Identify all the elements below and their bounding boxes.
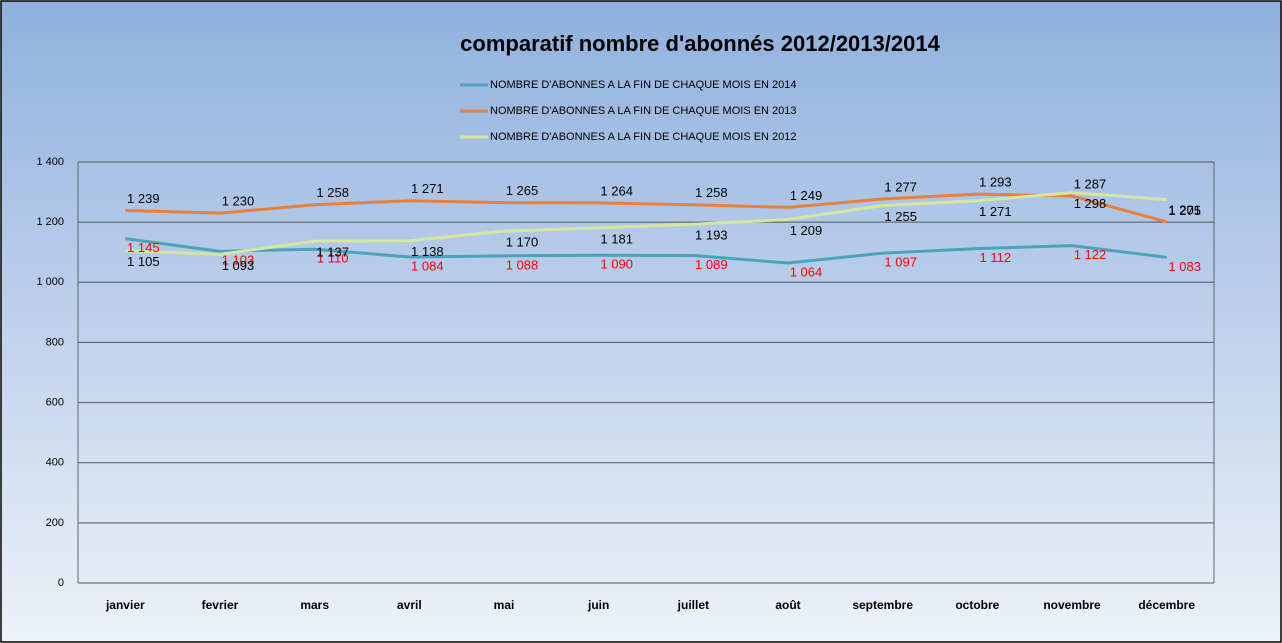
y-tick-label: 800 bbox=[46, 336, 64, 348]
x-tick-label: fevrier bbox=[202, 598, 239, 612]
data-label: 1 084 bbox=[411, 258, 444, 273]
legend-label: NOMBRE D'ABONNES A LA FIN DE CHAQUE MOIS… bbox=[490, 79, 797, 91]
data-label: 1 093 bbox=[222, 258, 255, 273]
data-label: 1 110 bbox=[317, 251, 349, 266]
data-label: 1 255 bbox=[884, 209, 917, 224]
data-label: 1 089 bbox=[695, 257, 728, 272]
data-label: 1 275 bbox=[1168, 203, 1201, 218]
y-tick-label: 1 400 bbox=[36, 156, 64, 168]
data-label: 1 258 bbox=[316, 185, 349, 200]
series-line bbox=[125, 192, 1168, 224]
data-label: 1 264 bbox=[600, 183, 633, 198]
legend-label: NOMBRE D'ABONNES A LA FIN DE CHAQUE MOIS… bbox=[490, 131, 797, 143]
y-tick-label: 200 bbox=[46, 517, 64, 529]
series-line bbox=[125, 191, 1167, 256]
data-label: 1 112 bbox=[980, 250, 1012, 265]
y-tick-label: 400 bbox=[46, 457, 64, 469]
data-label: 1 293 bbox=[979, 175, 1012, 190]
data-label: 1 249 bbox=[790, 188, 823, 203]
data-label: 1 271 bbox=[979, 204, 1012, 219]
data-label: 1 271 bbox=[411, 181, 444, 196]
x-tick-label: décembre bbox=[1138, 598, 1195, 612]
x-tick-label: mars bbox=[300, 598, 329, 612]
series-line bbox=[125, 237, 1167, 265]
data-label: 1 105 bbox=[127, 254, 160, 269]
x-tick-label: juin bbox=[587, 598, 609, 612]
data-label: 1 230 bbox=[222, 194, 255, 209]
data-label: 1 137 bbox=[316, 245, 349, 260]
x-tick-label: juillet bbox=[677, 598, 709, 612]
x-tick-label: septembre bbox=[852, 598, 913, 612]
data-label: 1 088 bbox=[506, 257, 539, 272]
x-tick-label: mai bbox=[494, 598, 515, 612]
data-label: 1 064 bbox=[790, 264, 823, 279]
data-label: 1 298 bbox=[1074, 196, 1107, 211]
data-label: 1 265 bbox=[506, 183, 539, 198]
data-label: 1 201 bbox=[1168, 202, 1201, 217]
data-label: 1 090 bbox=[600, 257, 633, 272]
data-label: 1 103 bbox=[222, 253, 255, 268]
x-tick-label: janvier bbox=[105, 598, 145, 612]
data-label: 1 277 bbox=[884, 179, 917, 194]
x-tick-label: août bbox=[775, 598, 800, 612]
y-tick-label: 0 bbox=[58, 577, 64, 589]
data-label: 1 209 bbox=[790, 223, 823, 238]
data-label: 1 083 bbox=[1168, 259, 1201, 274]
legend-label: NOMBRE D'ABONNES A LA FIN DE CHAQUE MOIS… bbox=[490, 105, 797, 117]
x-tick-label: novembre bbox=[1043, 598, 1101, 612]
data-label: 1 193 bbox=[695, 228, 728, 243]
data-label: 1 170 bbox=[506, 235, 539, 250]
y-tick-label: 600 bbox=[46, 396, 64, 408]
data-label: 1 145 bbox=[127, 240, 160, 255]
data-label: 1 258 bbox=[695, 185, 728, 200]
data-label: 1 239 bbox=[127, 191, 160, 206]
data-label: 1 122 bbox=[1074, 247, 1107, 262]
data-label: 1 138 bbox=[411, 244, 444, 259]
x-tick-label: avril bbox=[397, 598, 422, 612]
x-tick-label: octobre bbox=[955, 598, 999, 612]
y-tick-label: 1 000 bbox=[36, 276, 64, 288]
y-tick-label: 1 200 bbox=[36, 216, 64, 228]
chart-title: comparatif nombre d'abonnés 2012/2013/20… bbox=[460, 31, 940, 56]
data-label: 1 181 bbox=[600, 231, 633, 246]
data-label: 1 097 bbox=[884, 255, 917, 270]
data-label: 1 287 bbox=[1074, 176, 1107, 191]
